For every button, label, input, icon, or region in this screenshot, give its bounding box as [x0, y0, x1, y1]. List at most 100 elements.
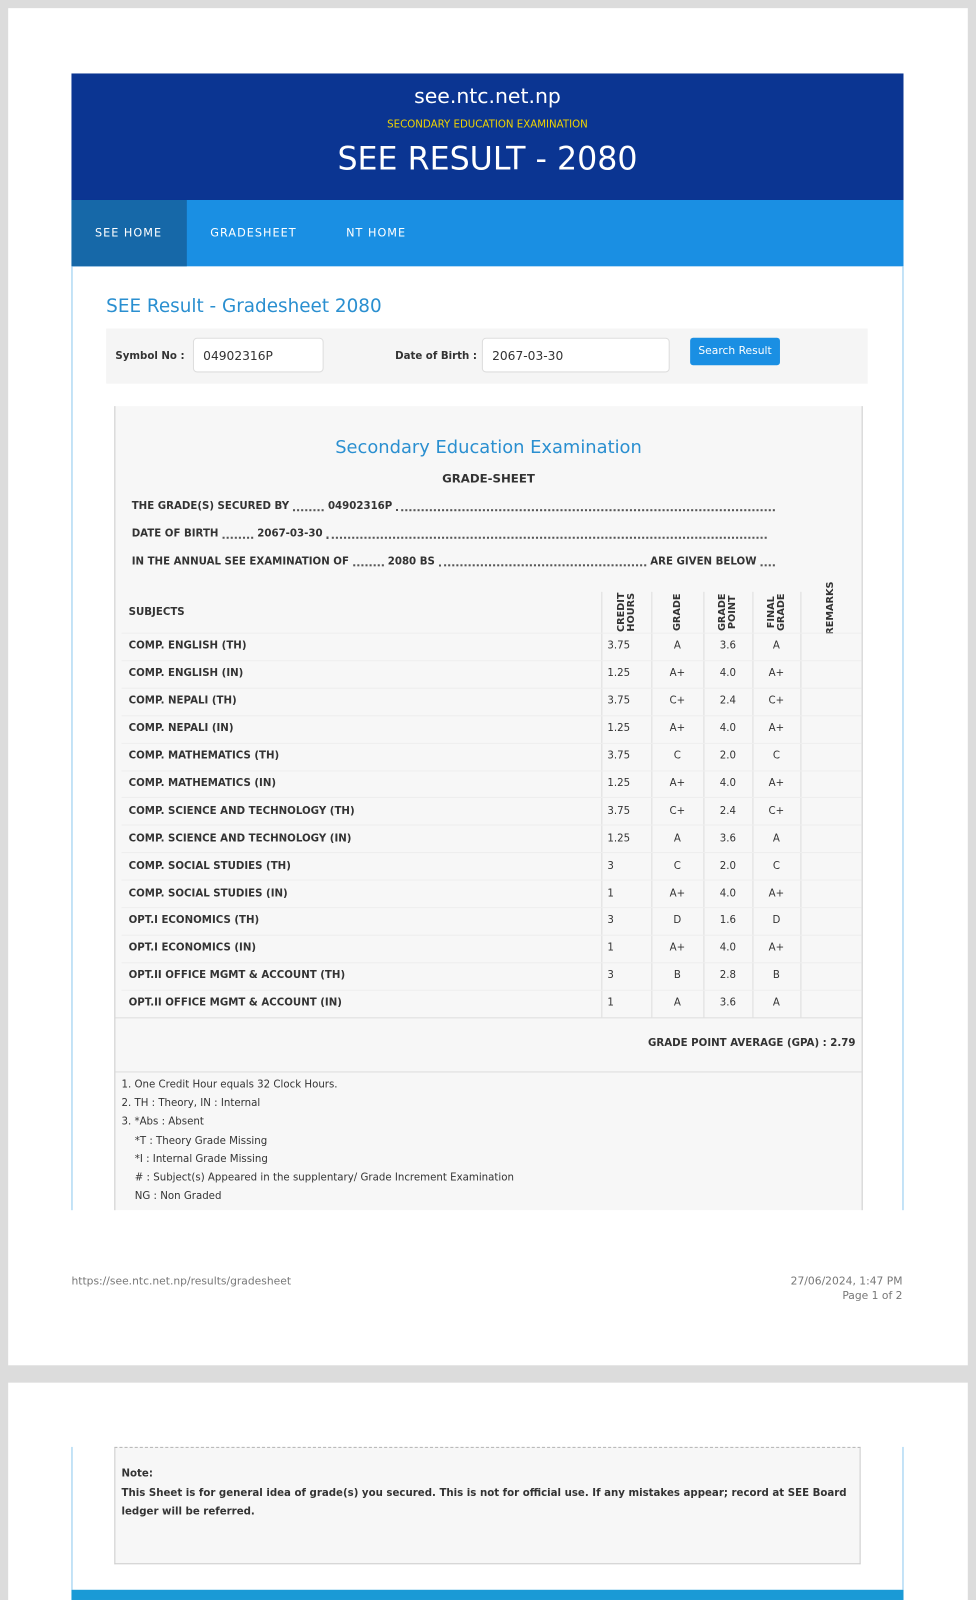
dots: [293, 503, 324, 511]
search-form: Symbol No : 04902316P Date of Birth : 20…: [106, 328, 868, 384]
row-line: [121, 962, 862, 964]
table-cell: A: [772, 997, 780, 1009]
subject: COMP. MATHEMATICS (IN): [128, 777, 277, 790]
table-cell: A: [673, 832, 681, 845]
note-line: # : Subject(s) Appeared in the supplenta…: [134, 1172, 514, 1184]
row-line: [121, 852, 862, 854]
sheet-subtitle: GRADE-SHEET: [442, 471, 535, 486]
note-line: *I : Internal Grade Missing: [134, 1153, 268, 1166]
table-cell: B: [673, 970, 681, 982]
table-cell: A+: [669, 668, 686, 680]
note-line: NG : Non Graded: [134, 1190, 222, 1203]
label: Date of Birth :: [395, 351, 477, 363]
label: Symbol No :: [115, 351, 185, 363]
subject: OPT.II OFFICE MGMT & ACCOUNT (IN): [128, 997, 342, 1009]
gpa: GRADE POINT AVERAGE (GPA) : 2.79: [648, 1038, 855, 1049]
label: DATE OF BIRTH: [131, 528, 219, 540]
table-cell: A+: [768, 777, 785, 790]
table-cell: 2.0: [719, 750, 737, 762]
table-cell: 3: [607, 915, 614, 927]
border: [902, 266, 904, 1211]
info-line: DATE OF BIRTH 2067-03-30: [132, 529, 771, 540]
nav-link[interactable]: GRADESHEET: [210, 226, 297, 240]
page-number: Page 1 of 2: [842, 1289, 903, 1303]
note-line: 2. TH : Theory, IN : Internal: [121, 1098, 261, 1110]
table-cell: A+: [768, 887, 785, 900]
note-line: *T : Theory Grade Missing: [134, 1135, 268, 1147]
table-cell: C+: [669, 805, 686, 817]
column-header: GRADE POINT: [716, 593, 739, 632]
subject: COMP. SCIENCE AND TECHNOLOGY (TH): [128, 805, 355, 817]
subject: COMP. MATHEMATICS (TH): [128, 750, 280, 762]
row-line: [121, 907, 862, 909]
table-cell: 3.6: [719, 832, 737, 845]
label: GRADE POINT AVERAGE (GPA) :: [648, 1037, 827, 1049]
print-date: 27/06/2024, 1:47 PM: [790, 1275, 903, 1288]
table-cell: 1.25: [607, 668, 631, 680]
row-line: [121, 769, 862, 771]
header: see.ntc.net.np SECONDARY EDUCATION EXAMI…: [71, 73, 904, 200]
info-line: IN THE ANNUAL SEE EXAMINATION OF 2080 BS A…: [132, 556, 779, 567]
input[interactable]: 2067-03-30: [481, 337, 670, 373]
nav-link[interactable]: SEE HOME: [94, 226, 163, 240]
table-cell: 2.4: [719, 695, 737, 707]
row-line: [121, 797, 862, 799]
subject: COMP. NEPALI (TH): [128, 695, 237, 707]
table-cell: 1.6: [719, 915, 737, 927]
dots: [353, 558, 384, 566]
value: 2080 BS: [387, 556, 435, 568]
subject: OPT.I ECONOMICS (IN): [128, 942, 257, 954]
table-cell: 1.25: [607, 723, 631, 735]
sheet-title: Secondary Education Examination: [335, 437, 642, 459]
nav-link[interactable]: NT HOME: [346, 226, 407, 240]
table-cell: 1.25: [607, 832, 631, 845]
search-button[interactable]: Search Result: [690, 337, 780, 366]
column-line: [703, 591, 705, 1017]
column-header: FINAL GRADE: [765, 593, 787, 632]
table-cell: 3.75: [607, 805, 631, 817]
value: 2067-03-30: [257, 528, 323, 540]
table-cell: A+: [669, 723, 686, 735]
dots: [396, 503, 775, 511]
table-cell: 2.0: [719, 860, 737, 872]
table-cell: 4.0: [719, 777, 737, 790]
table-cell: 1.25: [607, 777, 631, 790]
table-cell: 1: [607, 942, 614, 954]
subject: OPT.II OFFICE MGMT & ACCOUNT (TH): [128, 970, 346, 982]
note-box: Note: This Sheet is for general idea of …: [114, 1446, 861, 1565]
label: IN THE ANNUAL SEE EXAMINATION OF: [131, 556, 349, 568]
note-line: 3. *Abs : Absent: [121, 1116, 204, 1128]
subject: COMP. ENGLISH (TH): [128, 640, 247, 652]
table-cell: C+: [768, 805, 785, 817]
table-cell: A+: [669, 777, 686, 790]
border: [71, 1446, 73, 1590]
label: THE GRADE(S) SECURED BY: [131, 501, 290, 513]
table-cell: C: [673, 860, 681, 872]
note-text: This Sheet is for general idea of grade(…: [121, 1487, 847, 1518]
table-cell: 3: [607, 860, 614, 872]
title: SEE RESULT - 2080: [337, 140, 638, 178]
nav-active: [71, 199, 187, 267]
input[interactable]: 04902316P: [192, 337, 324, 373]
subtitle: SECONDARY EDUCATION EXAMINATION: [387, 119, 588, 131]
table-cell: A: [673, 997, 681, 1009]
table-cell: 2.8: [719, 970, 737, 982]
table-cell: 1: [607, 887, 614, 900]
table-cell: 4.0: [719, 723, 737, 735]
table-cell: B: [772, 970, 780, 982]
subject: COMP. SCIENCE AND TECHNOLOGY (IN): [128, 832, 352, 845]
row-line: [121, 989, 862, 991]
table-cell: A: [772, 832, 780, 845]
table-cell: C+: [669, 695, 686, 707]
note-line: 1. One Credit Hour equals 32 Clock Hours…: [121, 1079, 338, 1091]
table-cell: A: [673, 640, 681, 652]
value: 2.79: [830, 1037, 856, 1049]
row-line: [121, 660, 862, 662]
table-cell: 3.75: [607, 750, 631, 762]
table-cell: 4.0: [719, 942, 737, 954]
value: ARE GIVEN BELOW: [650, 556, 757, 568]
footer-bar: [71, 1589, 904, 1600]
table-cell: 1: [607, 997, 614, 1009]
table-cell: A+: [768, 668, 785, 680]
